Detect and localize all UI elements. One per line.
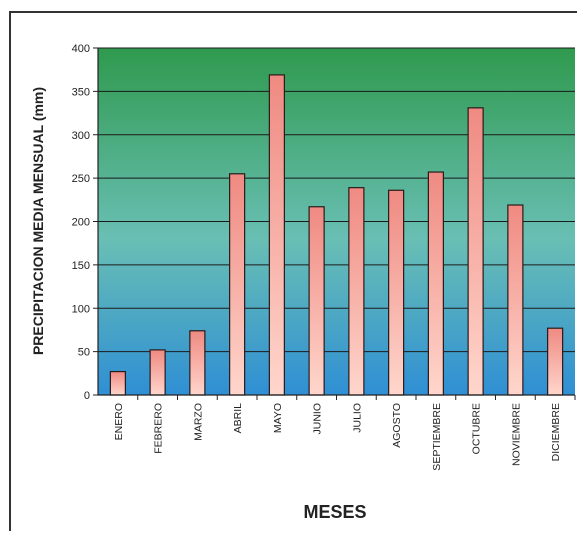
x-category-label: JULIO — [351, 403, 363, 433]
bar-agosto — [388, 189, 405, 396]
bar-marzo — [189, 330, 206, 396]
x-category-label: NOVIEMBRE — [510, 403, 522, 466]
axes — [93, 47, 576, 400]
y-axis-label: PRECIPITACION MEDIA MENSUAL (mm) — [30, 87, 46, 355]
y-tick-label: 0 — [84, 390, 90, 402]
bar-enero — [109, 370, 126, 396]
bar-diciembre — [547, 327, 564, 396]
gridlines — [98, 47, 575, 353]
bar-mayo — [268, 74, 285, 396]
x-category-label: MAYO — [272, 403, 284, 433]
x-category-label: SEPTIEMBRE — [431, 403, 443, 471]
y-tick-label: 50 — [78, 347, 90, 359]
bar-octubre — [467, 107, 484, 396]
x-category-label: JUNIO — [312, 403, 324, 435]
x-category-label: FEBRERO — [153, 403, 165, 454]
y-tick-label: 400 — [72, 43, 90, 55]
x-category-label: ABRIL — [232, 403, 244, 434]
x-category-label: DICIEMBRE — [550, 403, 562, 461]
y-tick-label: 300 — [72, 130, 90, 142]
x-category-label: OCTUBRE — [471, 403, 483, 454]
y-tick-labels: 0 50 100 150 200 250 300 350 400 — [72, 43, 90, 402]
bar-junio — [308, 206, 325, 396]
bar-septiembre — [427, 171, 444, 396]
y-tick-label: 100 — [72, 303, 90, 315]
bars — [109, 74, 564, 396]
chart-frame — [9, 11, 577, 531]
y-tick-label: 250 — [72, 173, 90, 185]
x-axis-label: MESES — [303, 502, 366, 522]
x-category-label: MARZO — [192, 403, 204, 441]
y-tick-label: 150 — [72, 260, 90, 272]
y-tick-label: 200 — [72, 217, 90, 229]
y-tick-label: 350 — [72, 86, 90, 98]
x-category-labels: ENERO FEBRERO MARZO ABRIL MAYO JUNIO JULIO AGOS… — [113, 403, 562, 471]
bar-abril — [229, 173, 246, 396]
x-category-label: ENERO — [113, 403, 125, 440]
bar-julio — [348, 187, 365, 396]
bar-noviembre — [507, 204, 524, 396]
x-category-label: AGOSTO — [391, 403, 403, 448]
bar-febrero — [149, 349, 166, 396]
